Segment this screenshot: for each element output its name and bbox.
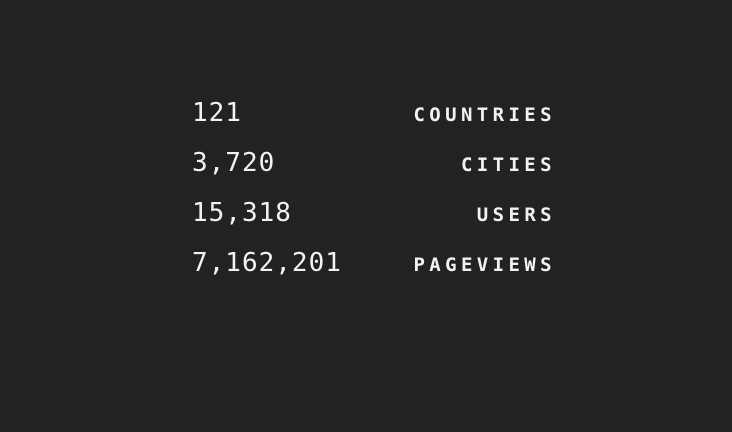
stat-row-pageviews: 7,162,201 PAGEVIEWS xyxy=(192,242,552,292)
stat-label: PAGEVIEWS xyxy=(413,254,556,276)
stat-label: USERS xyxy=(476,204,556,226)
stat-label: CITIES xyxy=(460,154,556,176)
stat-row-countries: 121 COUNTRIES xyxy=(192,92,552,142)
stat-value: 121 xyxy=(192,98,242,128)
stat-value: 15,318 xyxy=(192,198,292,228)
stat-row-cities: 3,720 CITIES xyxy=(192,142,552,192)
stat-value: 7,162,201 xyxy=(192,248,342,278)
stat-row-users: 15,318 USERS xyxy=(192,192,552,242)
stats-panel: 121 COUNTRIES 3,720 CITIES 15,318 USERS … xyxy=(192,92,552,292)
stat-value: 3,720 xyxy=(192,148,276,178)
stat-label: COUNTRIES xyxy=(413,104,556,126)
